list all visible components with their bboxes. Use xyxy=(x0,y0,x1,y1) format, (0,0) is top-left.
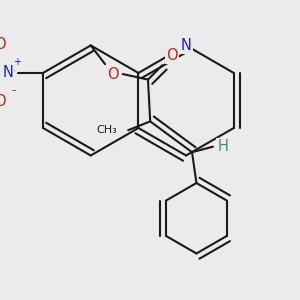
Text: O: O xyxy=(167,48,178,63)
Text: O: O xyxy=(0,94,6,109)
Text: N: N xyxy=(181,38,191,53)
Text: N: N xyxy=(2,65,13,80)
Text: CH₃: CH₃ xyxy=(96,125,117,135)
Text: O: O xyxy=(0,37,6,52)
Text: +: + xyxy=(13,57,21,67)
Text: H: H xyxy=(218,139,228,154)
Text: -: - xyxy=(11,84,16,97)
Text: O: O xyxy=(107,67,118,82)
